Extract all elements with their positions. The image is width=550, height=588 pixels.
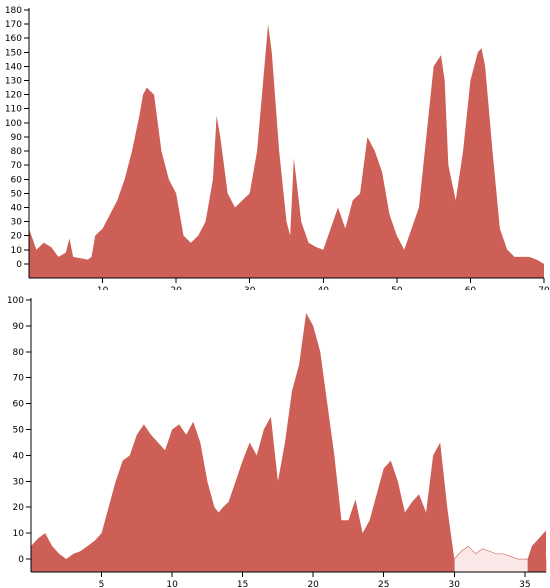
y-tick-label: 50 [13,426,25,436]
y-tick-label: 90 [13,322,25,332]
x-tick: 30 [244,278,256,290]
y-tick: 100 [7,296,31,306]
y-tick-label: 30 [13,477,25,487]
x-tick: 25 [378,572,389,588]
y-tick: 180 [5,6,29,16]
area-series-1-2 [527,530,546,572]
x-tick: 60 [465,278,477,290]
y-tick-label: 130 [5,77,22,87]
y-tick-label: 60 [13,400,25,410]
chart-top: 0 10 20 30 40 50 60 70 80 90 100 110 120 130 140 150 160… [5,6,550,290]
x-tick-label: 30 [244,286,256,290]
y-tick: 80 [13,348,31,358]
y-tick-label: 90 [11,133,23,143]
y-tick: 70 [11,161,29,171]
y-tick: 90 [13,322,31,332]
x-tick: 70 [538,278,550,290]
y-axis-1: 0 10 20 30 40 50 60 70 80 90 100 [7,296,32,572]
y-tick: 60 [13,400,31,410]
y-tick: 20 [13,503,31,513]
y-tick: 10 [11,246,29,256]
y-tick: 100 [5,119,29,129]
x-tick-label: 20 [170,286,182,290]
y-tick-label: 20 [13,503,25,513]
y-tick-label: 80 [11,147,23,157]
area-series-1-0 [31,312,455,572]
x-tick-label: 25 [378,580,389,588]
y-tick: 30 [11,218,29,228]
y-tick-label: 100 [7,296,24,306]
y-tick: 0 [16,260,29,270]
y-tick: 120 [5,91,29,101]
plot-area-1 [31,312,547,573]
y-tick: 90 [11,133,29,143]
x-tick-label: 15 [237,580,248,588]
y-tick-label: 150 [5,48,22,58]
y-tick-label: 50 [11,189,23,199]
y-tick: 60 [11,175,29,185]
x-tick: 35 [519,572,531,588]
y-tick-label: 170 [5,20,22,30]
x-tick: 15 [237,572,248,588]
y-tick: 110 [5,105,29,115]
y-tick: 150 [5,48,29,58]
y-tick-label: 0 [18,555,24,565]
x-tick-label: 35 [519,580,530,588]
y-tick-label: 110 [5,105,22,115]
x-tick: 10 [166,572,178,588]
y-tick: 0 [18,555,31,565]
y-tick-label: 40 [13,451,25,461]
x-tick-label: 70 [538,286,550,290]
y-tick-label: 10 [13,529,25,539]
y-tick: 80 [11,147,29,157]
y-tick-label: 120 [5,91,22,101]
x-tick: 5 [99,572,105,588]
y-tick: 140 [5,62,29,72]
y-tick-label: 60 [11,175,23,185]
x-tick: 10 [97,278,109,290]
y-tick-label: 100 [5,119,22,129]
x-tick-label: 30 [449,580,461,588]
y-tick-label: 40 [11,203,23,213]
x-tick: 30 [449,572,461,588]
y-tick: 160 [5,34,29,44]
y-tick: 50 [13,426,31,436]
area-series-0-0 [29,24,544,279]
y-tick-label: 20 [11,232,23,242]
x-tick-label: 10 [166,580,178,588]
y-tick-label: 30 [11,218,23,228]
y-axis-0: 0 10 20 30 40 50 60 70 80 90 100 110 120 130 140 150 160… [5,6,30,278]
y-tick: 70 [13,374,31,384]
y-tick-label: 70 [11,161,23,171]
y-tick: 40 [11,203,29,213]
y-tick-label: 140 [5,62,22,72]
x-tick-label: 5 [99,580,105,588]
y-tick-label: 80 [13,348,25,358]
y-tick-label: 160 [5,34,22,44]
y-tick: 130 [5,77,29,87]
y-tick: 50 [11,189,29,199]
y-tick-label: 180 [5,6,22,16]
plot-area-0 [29,24,544,279]
x-tick: 50 [391,278,403,290]
x-tick-label: 20 [307,580,319,588]
x-tick-label: 50 [391,286,403,290]
y-tick-label: 70 [13,374,25,384]
chart-bottom: 0 10 20 30 40 50 60 70 80 90 100 5 10 15 20 25 30 35 [7,296,547,588]
y-tick: 30 [13,477,31,487]
y-tick: 170 [5,20,29,30]
y-tick: 40 [13,451,31,461]
x-tick: 20 [170,278,182,290]
x-tick: 40 [318,278,330,290]
x-tick-label: 10 [97,286,109,290]
y-tick: 10 [13,529,31,539]
y-tick-label: 10 [11,246,23,256]
x-axis-0: 10 20 30 40 50 60 70 [29,277,550,290]
x-tick: 20 [307,572,319,588]
x-axis-1: 5 10 15 20 25 30 35 [31,571,546,588]
y-tick: 20 [11,232,29,242]
x-tick-label: 60 [465,286,477,290]
x-tick-label: 40 [318,286,330,290]
y-tick-label: 0 [16,260,22,270]
